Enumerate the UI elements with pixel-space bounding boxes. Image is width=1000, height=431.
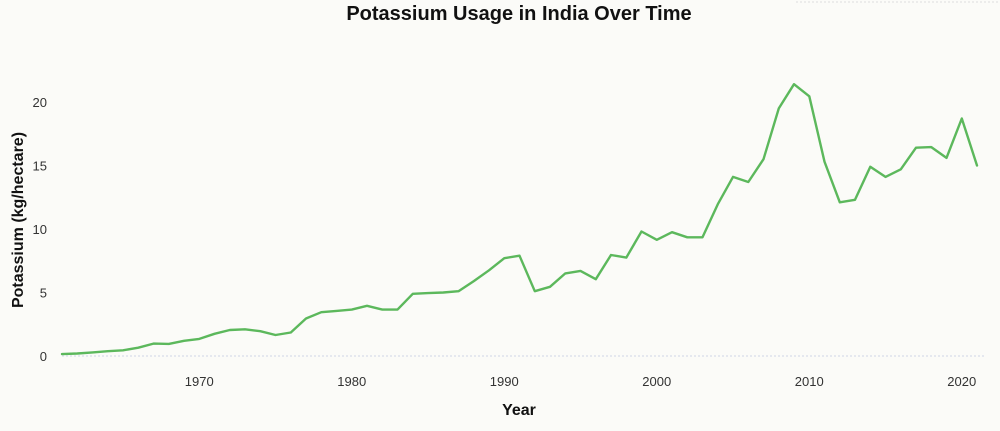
- potassium-series-line: [60, 82, 979, 356]
- y-axis-ticks: 0 5 10 15 20: [33, 95, 985, 364]
- x-tick-label: 1980: [337, 374, 366, 389]
- chart-title: Potassium Usage in India Over Time: [346, 3, 691, 25]
- series-layer: [60, 82, 979, 356]
- y-tick-label: 5: [40, 286, 47, 301]
- y-axis-title: Potassium (kg/hectare): [10, 132, 27, 308]
- x-tick-label: 2000: [642, 374, 671, 389]
- y-tick-label: 15: [33, 159, 47, 174]
- y-tick-label: 10: [33, 222, 47, 237]
- x-tick-label: 1990: [490, 374, 519, 389]
- y-tick-label: 20: [33, 95, 47, 110]
- x-tick-label: 2020: [947, 374, 976, 389]
- x-axis-ticks: 1970 1980 1990 2000 2010 2020: [185, 374, 976, 389]
- x-tick-label: 2010: [795, 374, 824, 389]
- y-tick-label: 0: [40, 349, 47, 364]
- x-axis-title: Year: [502, 402, 536, 419]
- x-tick-label: 1970: [185, 374, 214, 389]
